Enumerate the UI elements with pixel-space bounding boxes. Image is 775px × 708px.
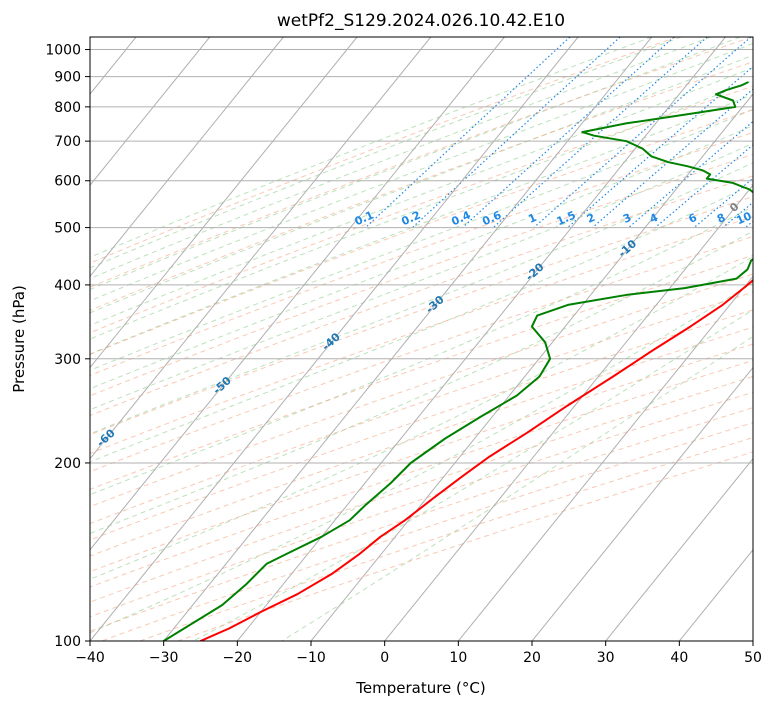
dry-adiabat-line — [90, 291, 753, 525]
mixing-ratio-line — [628, 120, 753, 229]
x-axis-ticks: −40 −30 −20 −10 0 10 20 30 40 50 — [75, 641, 762, 666]
isotherm-grid — [90, 37, 753, 641]
moist-adiabat-line — [90, 282, 753, 634]
dry-adiabat-line — [90, 254, 753, 490]
x-tick-label: 10 — [449, 650, 467, 666]
isotherm-line — [236, 37, 726, 641]
isotherm-line — [163, 37, 653, 641]
dry-adiabat-line — [90, 61, 753, 311]
y-tick-label: 700 — [54, 134, 81, 150]
moist-adiabats — [90, 37, 753, 641]
isotherm-line — [90, 37, 358, 369]
dry-adiabat-line — [90, 131, 753, 376]
dry-adiabat-line — [90, 37, 752, 288]
mixing-ratio-line — [592, 88, 753, 229]
y-tick-label: 100 — [54, 634, 81, 650]
mixing-ratio-line — [462, 37, 675, 229]
y-tick-label: 200 — [54, 456, 81, 472]
moist-adiabat-line — [90, 37, 741, 291]
y-axis-ticks: 100 200 300 400 500 600 700 800 900 1000 — [45, 43, 90, 650]
moist-adiabat-line — [90, 37, 711, 280]
x-axis-label: Temperature (°C) — [355, 679, 485, 697]
y-tick-label: 1000 — [45, 43, 81, 59]
x-tick-label: 50 — [744, 650, 762, 666]
plot-frame — [89, 36, 754, 642]
moist-adiabat-line — [90, 183, 753, 463]
isotherm-line — [457, 275, 753, 641]
y-axis-label: Pressure (hPa) — [10, 285, 28, 393]
y-tick-label: 300 — [54, 352, 81, 368]
temperature-profile-line — [199, 278, 753, 641]
profile-series — [162, 81, 753, 641]
dry-adiabat-line — [90, 196, 753, 436]
x-tick-label: −30 — [149, 650, 179, 666]
x-tick-label: −20 — [223, 650, 253, 666]
x-tick-label: 40 — [670, 650, 688, 666]
moist-adiabat-line — [90, 142, 753, 411]
x-tick-label: 0 — [380, 650, 389, 666]
isotherm-line — [90, 37, 211, 187]
y-tick-label: 900 — [54, 70, 81, 86]
isotherm-line — [90, 37, 284, 278]
moist-adiabat-line — [281, 335, 753, 641]
dry-adiabat-line — [90, 343, 753, 573]
dry-adiabat-line — [90, 391, 753, 618]
isotherm-line — [90, 37, 505, 551]
dry-adiabat-line — [90, 153, 753, 397]
moist-adiabat-line — [90, 256, 753, 580]
mixing-ratio-line — [567, 65, 753, 229]
isotherm-line — [605, 457, 753, 641]
moist-adiabat-line — [90, 42, 753, 302]
isotherm-line — [384, 184, 753, 641]
mixing-ratio-line — [365, 37, 571, 229]
moist-adiabat-line — [90, 37, 682, 269]
y-tick-label: 400 — [54, 278, 81, 294]
isotherm-line — [531, 366, 753, 641]
moist-adiabat-line — [90, 54, 753, 314]
x-tick-label: 20 — [523, 650, 541, 666]
dry-adiabat-line — [90, 309, 753, 541]
chart-title: wetPf2_S129.2024.026.10.42.E10 — [277, 11, 565, 31]
moist-adiabat-line — [90, 206, 753, 496]
y-tick-label: 600 — [54, 174, 81, 190]
moist-adiabat-line — [90, 230, 753, 535]
y-tick-label: 500 — [54, 221, 81, 237]
pressure-grid — [90, 49, 753, 641]
x-tick-label: 30 — [597, 650, 615, 666]
isotherm-line — [310, 93, 753, 641]
x-tick-label: −10 — [296, 650, 326, 666]
isotherm-line — [90, 37, 579, 641]
dewpoint-profile-line — [162, 81, 753, 641]
isotherm-line — [90, 37, 432, 460]
y-tick-label: 800 — [54, 100, 81, 116]
mixing-ratio-lines — [365, 37, 753, 229]
mixing-ratio-label: 10 — [734, 209, 754, 227]
x-tick-label: −40 — [75, 650, 105, 666]
dry-adiabats — [90, 37, 753, 641]
